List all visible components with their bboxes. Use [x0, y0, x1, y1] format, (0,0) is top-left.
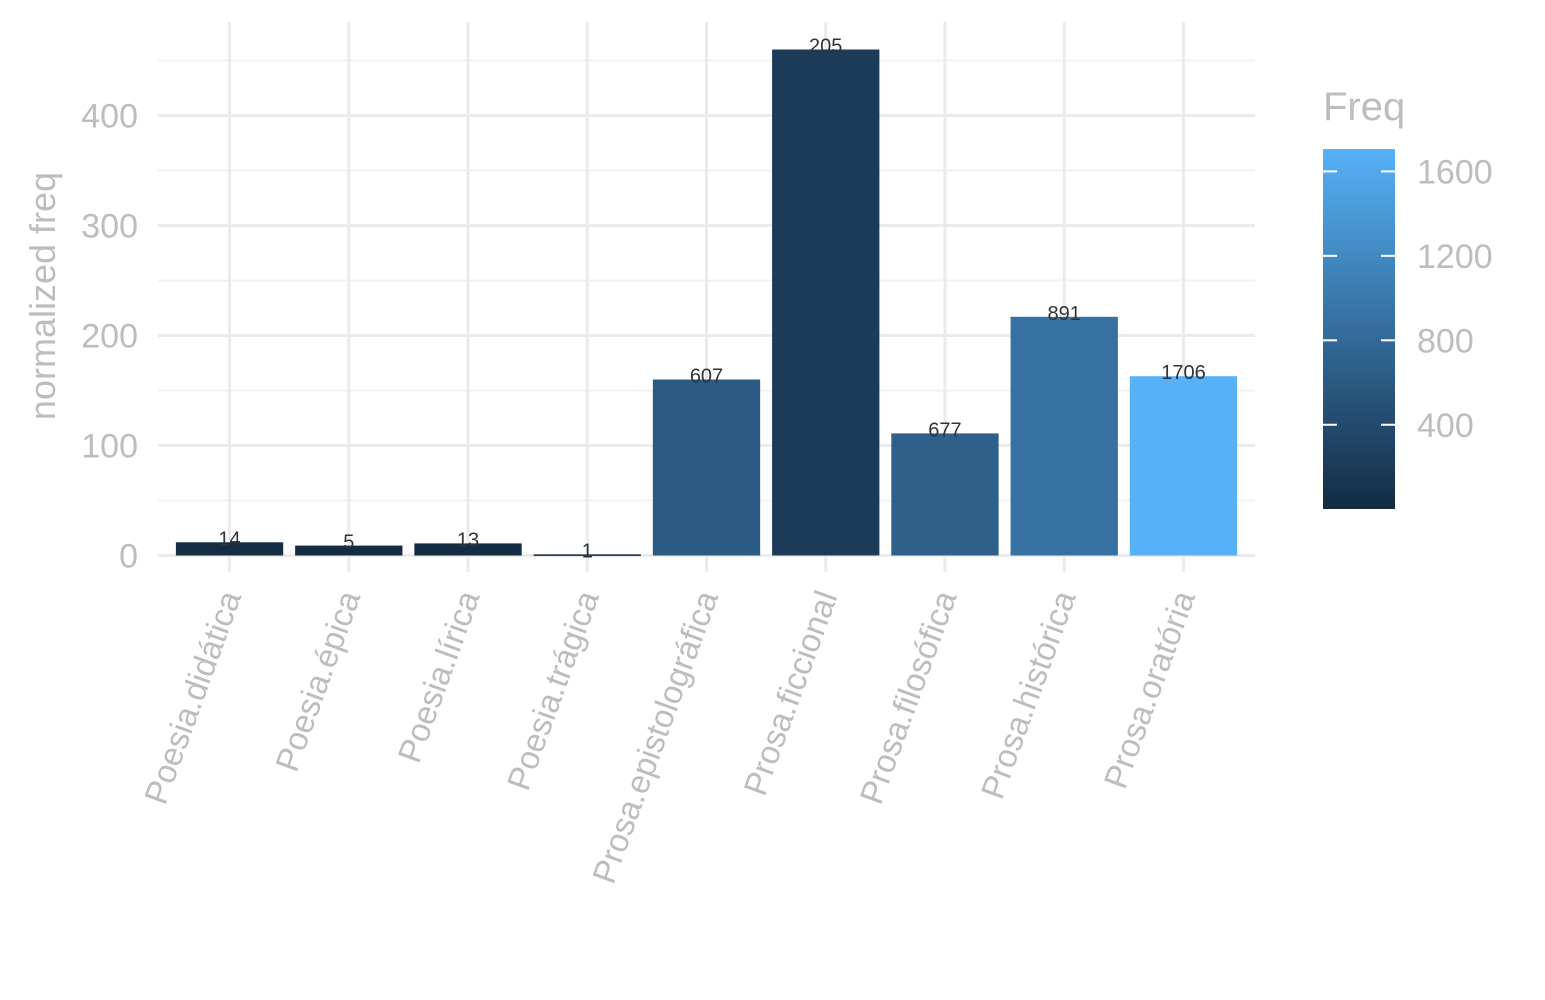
legend-tick-label: 400 — [1417, 407, 1474, 445]
x-tick-label: Prosa.filosófica — [852, 585, 964, 809]
y-tick-label: 400 — [81, 98, 138, 136]
bar-value-label: 5 — [343, 532, 354, 554]
x-tick-label: Prosa.oratória — [1096, 585, 1202, 793]
x-tick-label: Poesia.épica — [268, 585, 368, 776]
bar-value-label: 607 — [690, 366, 723, 388]
bar-9 — [1129, 376, 1238, 556]
legend-tick-label: 800 — [1417, 322, 1474, 360]
x-tick-label: Poesia.trágica — [500, 585, 607, 795]
bar-value-label: 14 — [218, 528, 240, 550]
bar-8 — [1010, 316, 1118, 556]
bar-4 — [533, 554, 641, 556]
bar-3 — [414, 543, 522, 556]
bar-7 — [891, 433, 999, 556]
x-tick-label: Prosa.ficcional — [736, 586, 844, 800]
legend-colorbar — [1323, 149, 1395, 509]
bar-value-label: 891 — [1048, 303, 1081, 325]
legend: Freq 400 800 1200 1600 — [1323, 85, 1493, 509]
bar-value-label: 205 — [809, 36, 842, 58]
legend-tick-label: 1200 — [1417, 238, 1493, 276]
legend-title: Freq — [1323, 85, 1405, 129]
x-axis-ticks: Poesia.didática Poesia.épica Poesia.lírica… — [137, 585, 1202, 888]
y-tick-label: 100 — [81, 428, 138, 466]
bar-value-label: 1706 — [1161, 362, 1206, 384]
y-axis-ticks: 0 100 200 300 400 — [81, 98, 138, 576]
bar-value-label: 13 — [457, 529, 479, 551]
x-tick-label: Prosa.histórica — [973, 585, 1083, 803]
bar-5 — [652, 379, 761, 556]
y-axis-title: normalized freq — [22, 172, 63, 420]
bar-value-label: 677 — [928, 419, 961, 441]
y-tick-label: 300 — [81, 208, 138, 246]
y-tick-label: 0 — [119, 538, 138, 576]
y-tick-label: 200 — [81, 318, 138, 356]
x-tick-label: Poesia.lírica — [390, 585, 486, 767]
bar-6 — [772, 49, 880, 556]
bar-label-layer: 14 5 13 1 607 205 677 891 1706 — [218, 36, 1205, 563]
x-tick-label: Prosa.epistolográfica — [585, 585, 725, 888]
bar-1 — [175, 542, 284, 556]
bar-2 — [295, 545, 403, 556]
legend-ticks: 400 800 1200 1600 — [1323, 153, 1493, 445]
bar-value-label: 1 — [582, 540, 593, 562]
legend-tick-label: 1600 — [1417, 153, 1493, 191]
x-tick-label: Poesia.didática — [137, 585, 249, 809]
bar-layer — [175, 49, 1238, 556]
